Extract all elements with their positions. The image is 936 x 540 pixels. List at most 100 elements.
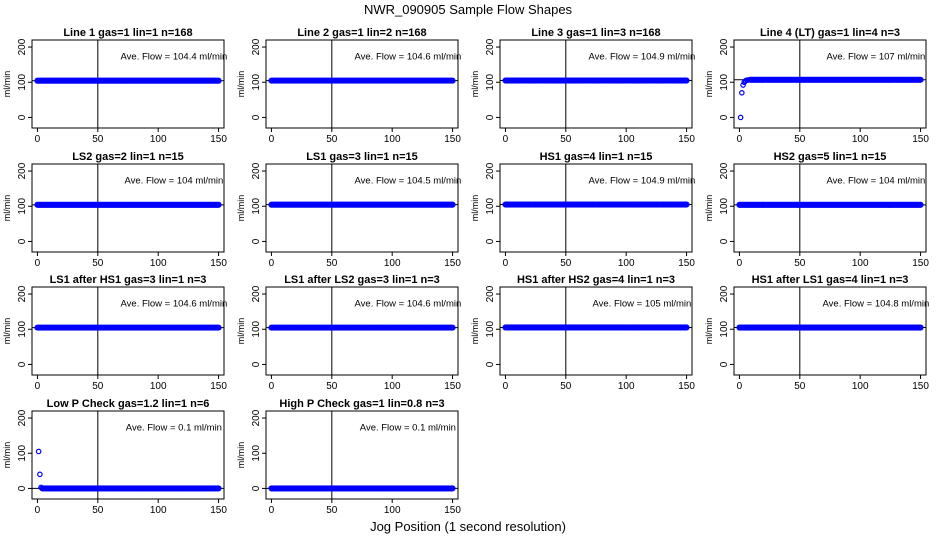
y-tick-label: 200 [17,38,28,55]
plot-frame [31,39,225,129]
x-tick-label: 150 [210,505,227,516]
y-tick-label: 200 [485,285,496,302]
data-point [917,324,924,331]
x-tick-label: 0 [35,134,41,145]
y-tick-label: 0 [485,238,496,244]
y-tick-label: 200 [719,285,730,302]
x-tick-label: 150 [210,134,227,145]
data-point [737,114,744,121]
y-tick-label: 0 [17,114,28,120]
x-tick-label: 0 [269,134,275,145]
panel-title: Line 1 gas=1 lin=1 n=168 [63,27,192,39]
x-tick-label: 100 [852,134,869,145]
data-points [736,324,924,331]
panel-title: LS1 gas=3 lin=1 n=15 [306,151,418,163]
panel-title: Line 4 (LT) gas=1 lin=4 n=3 [760,27,900,39]
y-tick-label: 100 [485,320,496,337]
data-points [35,448,222,492]
y-tick-label: 200 [719,162,730,179]
x-tick-label: 100 [150,381,167,392]
y-tick-label: 100 [17,320,28,337]
panel-title: HS1 after HS2 gas=4 lin=1 n=3 [517,274,675,286]
y-axis-label: ml/min [470,71,480,98]
x-tick-label: 100 [852,381,869,392]
data-points [502,201,690,208]
data-point [215,485,222,492]
x-tick-label: 150 [210,258,227,269]
x-tick-label: 50 [794,381,806,392]
y-tick-label: 0 [251,238,262,244]
y-axis-label: ml/min [704,195,714,222]
x-tick-label: 150 [912,134,929,145]
x-tick-label: 0 [269,258,275,269]
y-tick-label: 0 [485,361,496,367]
chart-panel-11: HS1 after HS2 gas=4 lin=1 n=3 0 50 100 150 0 1… [470,274,695,392]
x-tick-label: 50 [326,258,338,269]
x-tick-label: 0 [35,381,41,392]
y-tick-label: 200 [485,162,496,179]
chart-panel-7: HS1 gas=4 lin=1 n=15 0 50 100 150 0 100 200 ml/m… [470,151,695,269]
panel-title: LS2 gas=2 lin=1 n=15 [72,151,184,163]
x-tick-label: 50 [560,134,572,145]
data-point [739,90,745,96]
data-points [34,324,222,331]
x-tick-label: 50 [92,258,104,269]
y-axis-label: ml/min [2,195,12,222]
x-tick-label: 100 [384,258,401,269]
panel-title: Line 3 gas=1 lin=3 n=168 [531,27,660,39]
x-tick-label: 100 [150,258,167,269]
y-tick-label: 100 [719,320,730,337]
y-tick-label: 0 [719,238,730,244]
y-tick-label: 200 [719,38,730,55]
x-tick-label: 50 [326,134,338,145]
data-point [683,77,690,84]
y-tick-label: 100 [485,197,496,214]
x-tick-label: 100 [618,381,635,392]
data-points [502,77,690,84]
y-tick-label: 100 [719,197,730,214]
panel-title: HS2 gas=5 lin=1 n=15 [774,151,887,163]
chart-panel-2: Line 2 gas=1 lin=2 n=168 0 50 100 150 0 100 200… [236,27,461,145]
x-tick-label: 100 [150,134,167,145]
x-tick-label: 100 [384,134,401,145]
x-tick-label: 50 [92,134,104,145]
average-flow-annotation: Ave. Flow = 104.9 ml/min [589,175,696,186]
data-points [268,77,456,84]
x-tick-label: 100 [384,381,401,392]
x-tick-label: 0 [35,258,41,269]
y-tick-label: 0 [17,238,28,244]
x-tick-label: 100 [618,258,635,269]
chart-panel-9: LS1 after HS1 gas=3 lin=1 n=3 0 50 100 150 0 1… [2,274,227,392]
y-tick-label: 0 [719,361,730,367]
plot-frame [31,410,225,500]
data-points [34,201,222,208]
average-flow-annotation: Ave. Flow = 104.6 ml/min [121,298,228,309]
panel-title: High P Check gas=1 lin=0.8 n=3 [279,398,444,410]
chart-panel-4: Line 4 (LT) gas=1 lin=4 n=3 0 50 100 150 0 100… [704,27,929,145]
x-tick-label: 50 [326,505,338,516]
x-tick-label: 50 [794,134,806,145]
x-tick-label: 150 [444,134,461,145]
y-tick-label: 100 [17,197,28,214]
figure-title: NWR_090905 Sample Flow Shapes [364,2,573,17]
average-flow-annotation: Ave. Flow = 104 ml/min [124,175,223,186]
average-flow-annotation: Ave. Flow = 104.6 ml/min [355,51,462,62]
plot-frame [733,286,927,376]
data-point [449,201,456,208]
x-tick-label: 150 [210,381,227,392]
x-tick-label: 50 [794,258,806,269]
data-points [34,77,222,84]
chart-panel-13: Low P Check gas=1.2 lin=1 n=6 0 50 100 150 0 1… [2,398,227,516]
chart-panel-3: Line 3 gas=1 lin=3 n=168 0 50 100 150 0 100 200… [470,27,695,145]
y-axis-label: ml/min [236,195,246,222]
chart-panel-12: HS1 after LS1 gas=4 lin=1 n=3 0 50 100 150 0 1… [704,274,929,392]
x-tick-label: 50 [326,381,338,392]
panel-title: Line 2 gas=1 lin=2 n=168 [297,27,426,39]
plot-frame [499,286,693,376]
y-tick-label: 100 [719,73,730,90]
y-axis-label: ml/min [704,71,714,98]
y-axis-label: ml/min [470,318,480,345]
data-point [683,201,690,208]
panel-grid: Line 1 gas=1 lin=1 n=168 0 50 100 150 0 100 200… [2,27,929,516]
